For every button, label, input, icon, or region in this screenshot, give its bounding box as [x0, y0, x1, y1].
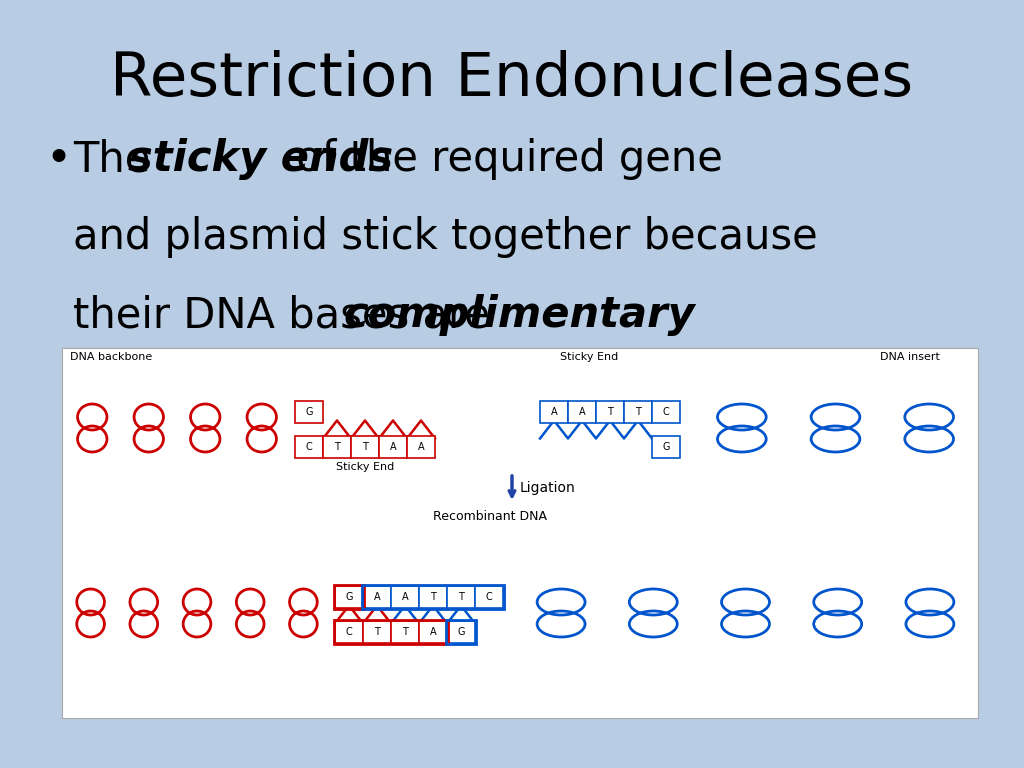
Text: G: G	[458, 627, 465, 637]
Text: G: G	[305, 407, 312, 417]
Text: The: The	[73, 138, 164, 180]
Text: A: A	[430, 627, 436, 637]
Bar	[652, 401, 680, 423]
Bar	[391, 621, 419, 643]
Text: T: T	[362, 442, 368, 452]
Text: C: C	[663, 407, 670, 417]
Bar	[568, 401, 596, 423]
Bar	[295, 436, 323, 458]
Bar	[419, 586, 447, 608]
Text: T: T	[635, 407, 641, 417]
Bar	[335, 621, 362, 643]
Text: G: G	[345, 592, 352, 602]
Text: DNA backbone: DNA backbone	[70, 352, 153, 362]
Text: A: A	[579, 407, 586, 417]
Bar	[652, 436, 680, 458]
Text: C: C	[346, 627, 352, 637]
Bar	[323, 436, 351, 458]
Bar	[391, 586, 419, 608]
Bar	[379, 436, 407, 458]
Bar	[475, 586, 503, 608]
Bar	[362, 621, 391, 643]
Text: DNA insert: DNA insert	[880, 352, 940, 362]
Text: Sticky End: Sticky End	[336, 462, 394, 472]
Bar	[334, 620, 449, 644]
Text: Recombinant DNA: Recombinant DNA	[433, 510, 547, 523]
Bar	[446, 620, 476, 644]
Bar	[351, 436, 379, 458]
Text: •: •	[45, 138, 71, 181]
Bar	[334, 585, 364, 609]
Text: T: T	[430, 592, 436, 602]
Text: C: C	[305, 442, 312, 452]
Text: A: A	[418, 442, 424, 452]
Bar	[62, 348, 978, 718]
Text: G: G	[663, 442, 670, 452]
Text: Sticky End: Sticky End	[560, 352, 618, 362]
Text: sticky ends: sticky ends	[128, 138, 393, 180]
Text: A: A	[551, 407, 557, 417]
Bar	[362, 585, 504, 609]
Text: T: T	[374, 627, 380, 637]
Bar	[407, 436, 435, 458]
Text: A: A	[390, 442, 396, 452]
Bar	[419, 621, 447, 643]
Bar	[596, 401, 624, 423]
Text: of the required gene: of the required gene	[283, 138, 723, 180]
Text: A: A	[401, 592, 409, 602]
Text: T: T	[334, 442, 340, 452]
Text: their DNA bases are: their DNA bases are	[73, 294, 503, 336]
Text: and plasmid stick together because: and plasmid stick together because	[73, 216, 818, 258]
Bar	[540, 401, 568, 423]
Bar	[447, 586, 475, 608]
Text: complimentary: complimentary	[343, 294, 694, 336]
Text: Ligation: Ligation	[520, 481, 575, 495]
Bar	[447, 621, 475, 643]
Text: T: T	[458, 592, 464, 602]
Bar	[295, 401, 323, 423]
Text: C: C	[485, 592, 493, 602]
Text: T: T	[607, 407, 613, 417]
Bar	[624, 401, 652, 423]
Bar	[335, 586, 362, 608]
Text: A: A	[374, 592, 380, 602]
Bar	[362, 586, 391, 608]
Text: Restriction Endonucleases: Restriction Endonucleases	[111, 50, 913, 109]
Text: T: T	[402, 627, 408, 637]
